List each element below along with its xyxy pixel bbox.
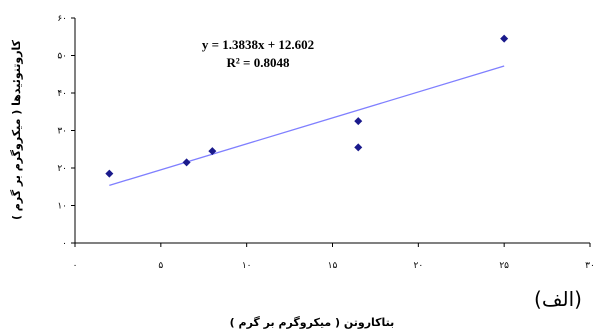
axes (74, 18, 590, 244)
x-ticks: ۰ ۵ ۱۰ ۱۵ ۲۰ ۲۵ ۳۰ (73, 243, 595, 271)
data-point (354, 117, 363, 126)
y-tick-label: ۶۰ (57, 14, 67, 24)
y-tick-label: ۳۰ (57, 127, 67, 137)
x-tick-label: ۲۰ (413, 261, 423, 271)
data-point (354, 143, 363, 152)
data-point (105, 169, 114, 178)
trendline-r2: R² = 0.8048 (227, 55, 290, 70)
x-tick-label: ۲۵ (499, 261, 509, 271)
x-tick-label: ۱۰ (242, 261, 252, 271)
y-tick-label: ۲۰ (57, 164, 67, 174)
x-tick-label: ۱۵ (328, 261, 338, 271)
x-tick-label: ۳۰ (585, 261, 595, 271)
data-points (105, 34, 509, 178)
data-point (182, 158, 191, 167)
y-axis-title: کاروتنوئیدها ( میکروگرم بر گرم ) (10, 39, 23, 220)
trendline (109, 65, 505, 186)
y-tick-label: ۰ (62, 239, 67, 249)
data-point (500, 34, 509, 43)
x-tick-label: ۰ (73, 261, 78, 271)
y-tick-label: ۱۰ (57, 202, 67, 212)
trendline-group (109, 65, 505, 186)
y-tick-label: ۵۰ (57, 52, 67, 62)
x-tick-label: ۵ (158, 261, 163, 271)
data-point (208, 147, 217, 156)
y-ticks: ۰ ۱۰ ۲۰ ۳۰ ۴۰ ۵۰ ۶۰ (57, 14, 75, 249)
x-axis-title: بتاکاروتن ( میکروگرم بر گرم ) (230, 316, 395, 329)
panel-label: (الف) (534, 287, 582, 311)
y-tick-label: ۴۰ (57, 89, 67, 99)
trendline-equation: y = 1.3838x + 12.602 (202, 37, 314, 52)
